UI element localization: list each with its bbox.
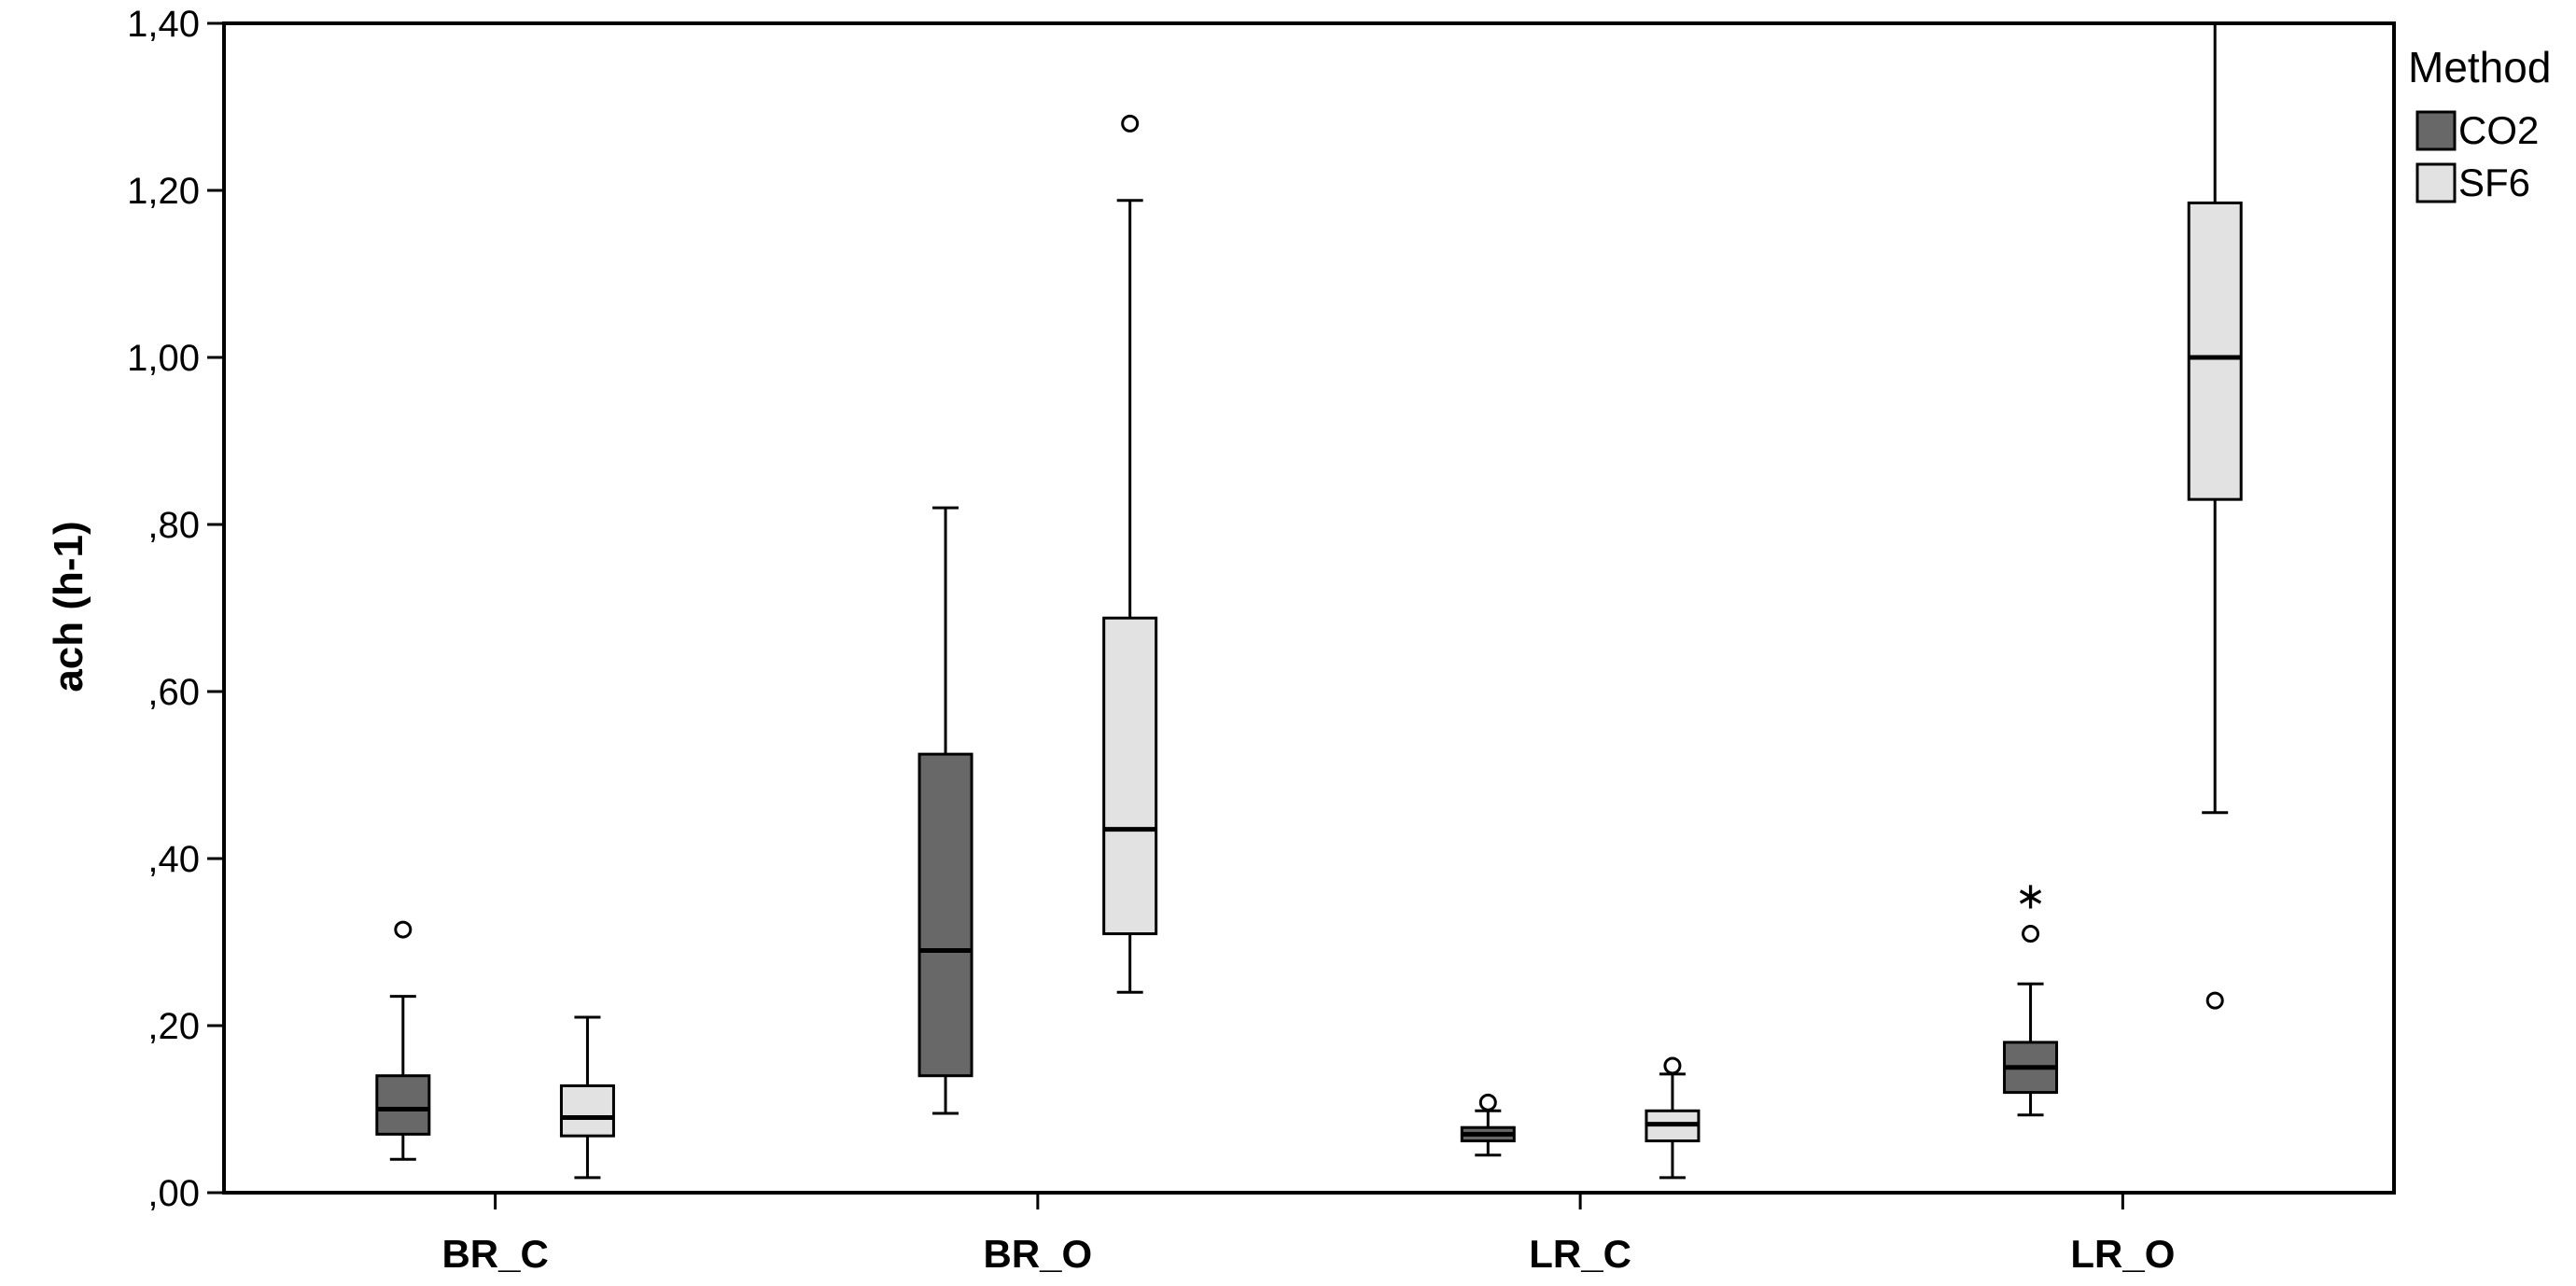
y-tick-label: 1,20 bbox=[127, 171, 200, 212]
box-iqr bbox=[1102, 616, 1158, 936]
box-CO2-BR_O bbox=[917, 506, 973, 1115]
y-tick-label: 1,00 bbox=[127, 338, 200, 379]
box-iqr bbox=[917, 752, 973, 1078]
box-CO2-LR_C bbox=[1460, 1093, 1516, 1157]
x-tick-label: BR_O bbox=[984, 1232, 1093, 1276]
outlier-point bbox=[1478, 1093, 1497, 1111]
y-tick-label: ,60 bbox=[147, 672, 200, 713]
box-CO2-BR_C bbox=[375, 920, 431, 1161]
legend-swatch bbox=[2415, 162, 2457, 203]
legend-label: SF6 bbox=[2458, 161, 2530, 204]
y-tick-label: ,20 bbox=[147, 1006, 200, 1047]
outlier-point bbox=[2022, 925, 2040, 944]
box-SF6-LR_C bbox=[1645, 1056, 1701, 1180]
y-axis: ,00 ,20 ,40 ,60 ,80 1,00 1,20 1,40 bbox=[127, 4, 224, 1214]
y-tick-label: ,80 bbox=[147, 505, 200, 546]
legend-label: CO2 bbox=[2458, 108, 2539, 152]
y-tick-label: ,00 bbox=[147, 1173, 200, 1214]
y-tick-label: ,40 bbox=[147, 839, 200, 880]
y-tick-label: 1,40 bbox=[127, 4, 200, 45]
legend: Method CO2 SF6 bbox=[2408, 43, 2551, 204]
x-axis: BR_C BR_O LR_C LR_O bbox=[441, 1193, 2175, 1276]
y-axis-title: ach (h-1) bbox=[46, 521, 91, 692]
extreme-point: ∗ bbox=[2015, 874, 2047, 917]
box-SF6-BR_C bbox=[559, 1015, 615, 1180]
x-tick-label: BR_C bbox=[441, 1232, 548, 1276]
outlier-point bbox=[1121, 114, 1140, 133]
box-iqr bbox=[2187, 201, 2243, 501]
box-iqr bbox=[559, 1083, 615, 1138]
box-SF6-BR_O bbox=[1102, 114, 1158, 994]
legend-title: Method bbox=[2408, 43, 2551, 91]
x-tick-label: LR_O bbox=[2070, 1232, 2175, 1276]
boxes: ∗ bbox=[375, 21, 2243, 1180]
box-iqr bbox=[375, 1074, 431, 1136]
x-tick-label: LR_C bbox=[1529, 1232, 1631, 1276]
plot-frame bbox=[222, 21, 2396, 1195]
outlier-point bbox=[394, 920, 413, 939]
outlier-point bbox=[1663, 1056, 1682, 1075]
outlier-point bbox=[2205, 991, 2224, 1010]
legend-swatch bbox=[2415, 110, 2457, 151]
box-CO2-LR_O: ∗ bbox=[2003, 874, 2059, 1117]
box-SF6-LR_O bbox=[2187, 21, 2243, 1010]
